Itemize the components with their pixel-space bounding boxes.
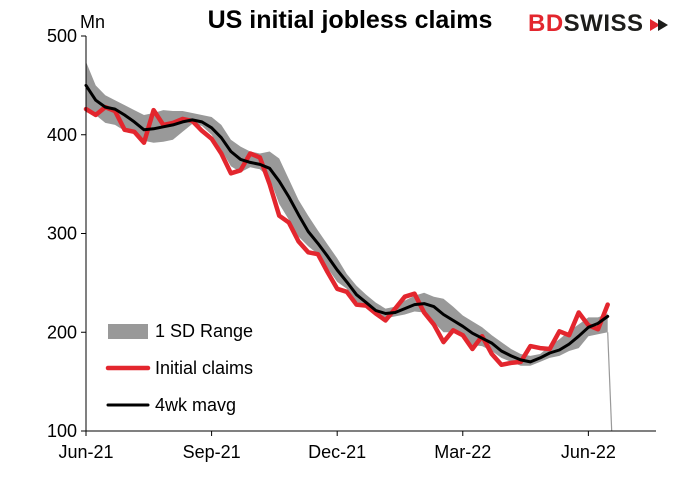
y-tick-label: 300: [47, 224, 77, 244]
logo-arrow-icon: [649, 18, 668, 31]
x-tick-label: Jun-21: [58, 442, 113, 462]
y-tick-label: 400: [47, 125, 77, 145]
logo-text-swiss: SWISS: [563, 10, 644, 37]
x-tick-label: Jun-22: [561, 442, 616, 462]
initial-claims-line: [83, 104, 610, 368]
sd-range-drop-line: [607, 332, 613, 432]
chart-title: US initial jobless claims: [207, 6, 493, 34]
series-lines: [83, 83, 610, 368]
legend-label: 4wk mavg: [155, 395, 236, 415]
y-axis-unit: Mn: [80, 12, 106, 32]
legend: 1 SD Range Initial claims 4wk mavg: [105, 321, 253, 415]
x-tick-label: Mar-22: [434, 442, 491, 462]
sd-range-band: [86, 61, 613, 432]
y-tick-label: 200: [47, 322, 77, 342]
axes: 100 200 300 400 500 Jun-21 Sep-21 Dec-21 Mar-22 J…: [47, 26, 656, 462]
y-tick-label: 100: [47, 421, 77, 441]
x-tick-label: Dec-21: [308, 442, 366, 462]
y-tick-label: 500: [47, 26, 77, 46]
x-tick-label: Sep-21: [183, 442, 241, 462]
mavg-line: [84, 83, 610, 364]
logo-text-bd: BD: [528, 10, 564, 37]
legend-label: 1 SD Range: [155, 321, 253, 341]
sd-range-area: [86, 61, 608, 366]
brand-logo: BDSWISS: [528, 10, 670, 38]
legend-swatch-sd-range: [108, 324, 148, 339]
legend-label: Initial claims: [155, 358, 253, 378]
